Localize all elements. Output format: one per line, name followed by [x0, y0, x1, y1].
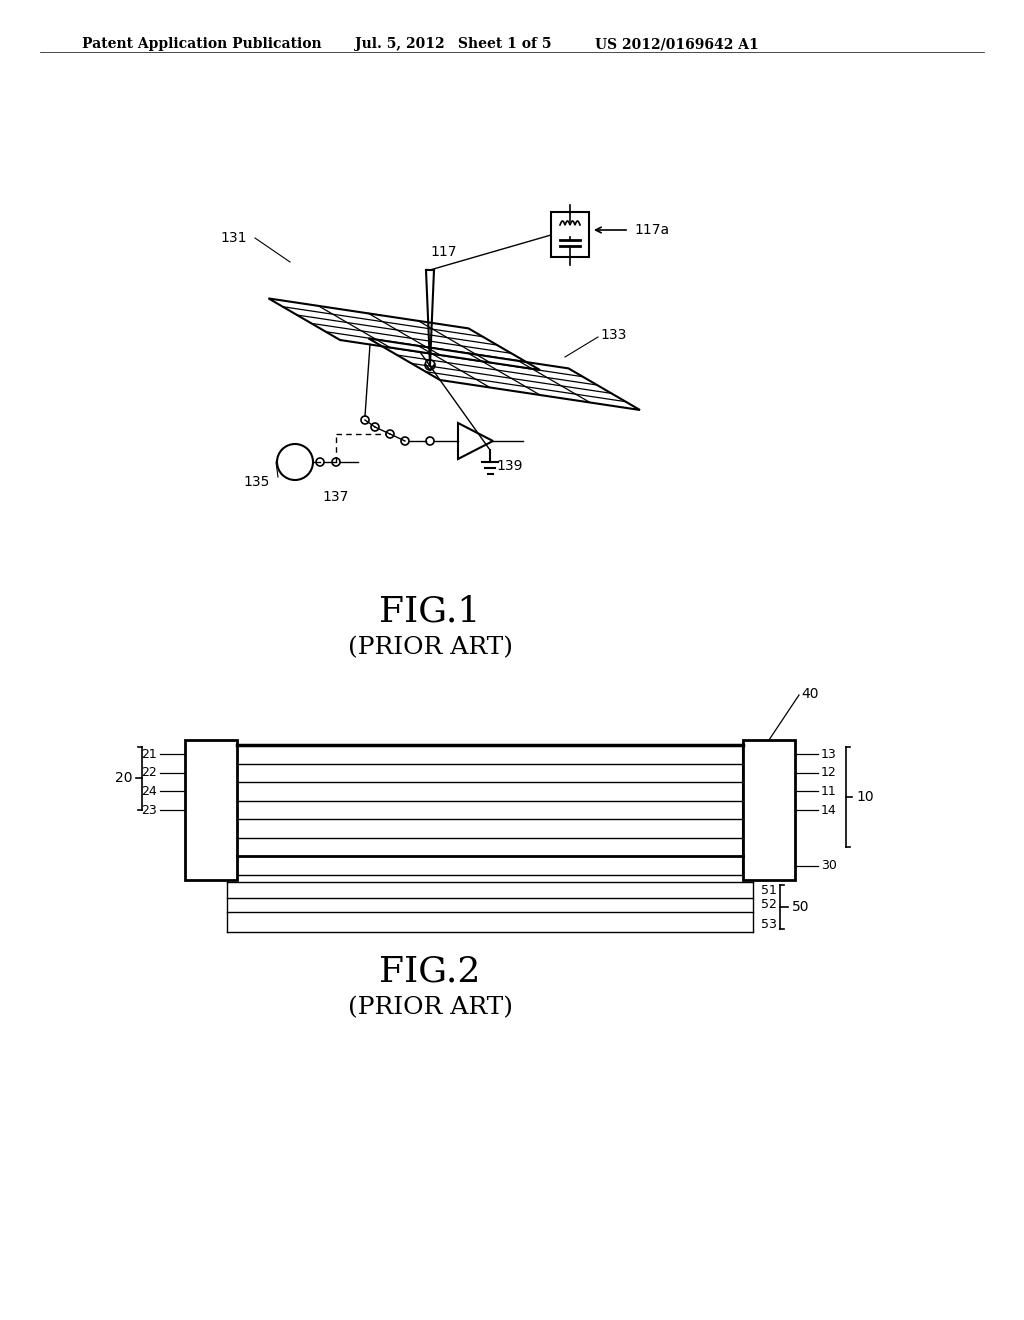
Text: (PRIOR ART): (PRIOR ART) — [347, 997, 512, 1019]
Text: 137: 137 — [323, 490, 349, 504]
Text: 117a: 117a — [634, 223, 669, 238]
Text: 117: 117 — [430, 246, 457, 259]
Text: 11: 11 — [821, 785, 837, 797]
Text: 30: 30 — [821, 859, 837, 873]
Text: 139: 139 — [496, 459, 522, 473]
Text: US 2012/0169642 A1: US 2012/0169642 A1 — [595, 37, 759, 51]
Text: FIG.2: FIG.2 — [379, 954, 480, 989]
Text: 13: 13 — [821, 748, 837, 760]
Text: 14: 14 — [821, 804, 837, 817]
Bar — [743, 741, 795, 880]
Text: (PRIOR ART): (PRIOR ART) — [347, 636, 512, 660]
Text: 135: 135 — [244, 475, 270, 488]
Text: FIG.1: FIG.1 — [379, 595, 480, 630]
Text: 50: 50 — [792, 900, 810, 913]
Text: Jul. 5, 2012: Jul. 5, 2012 — [355, 37, 444, 51]
Text: 21: 21 — [141, 748, 157, 760]
Text: Sheet 1 of 5: Sheet 1 of 5 — [458, 37, 552, 51]
Bar — [551, 213, 589, 257]
Text: 131: 131 — [220, 231, 247, 246]
Text: 52: 52 — [761, 899, 777, 912]
Text: 10: 10 — [856, 789, 873, 804]
Text: 23: 23 — [141, 804, 157, 817]
Text: 20: 20 — [115, 771, 132, 785]
Text: 12: 12 — [821, 767, 837, 779]
Text: 40: 40 — [801, 686, 818, 701]
Bar — [185, 741, 237, 880]
Text: 51: 51 — [761, 883, 777, 896]
Text: Patent Application Publication: Patent Application Publication — [82, 37, 322, 51]
Text: 22: 22 — [141, 767, 157, 779]
Text: 53: 53 — [761, 917, 777, 931]
Text: 24: 24 — [141, 785, 157, 797]
Text: 133: 133 — [600, 327, 627, 342]
